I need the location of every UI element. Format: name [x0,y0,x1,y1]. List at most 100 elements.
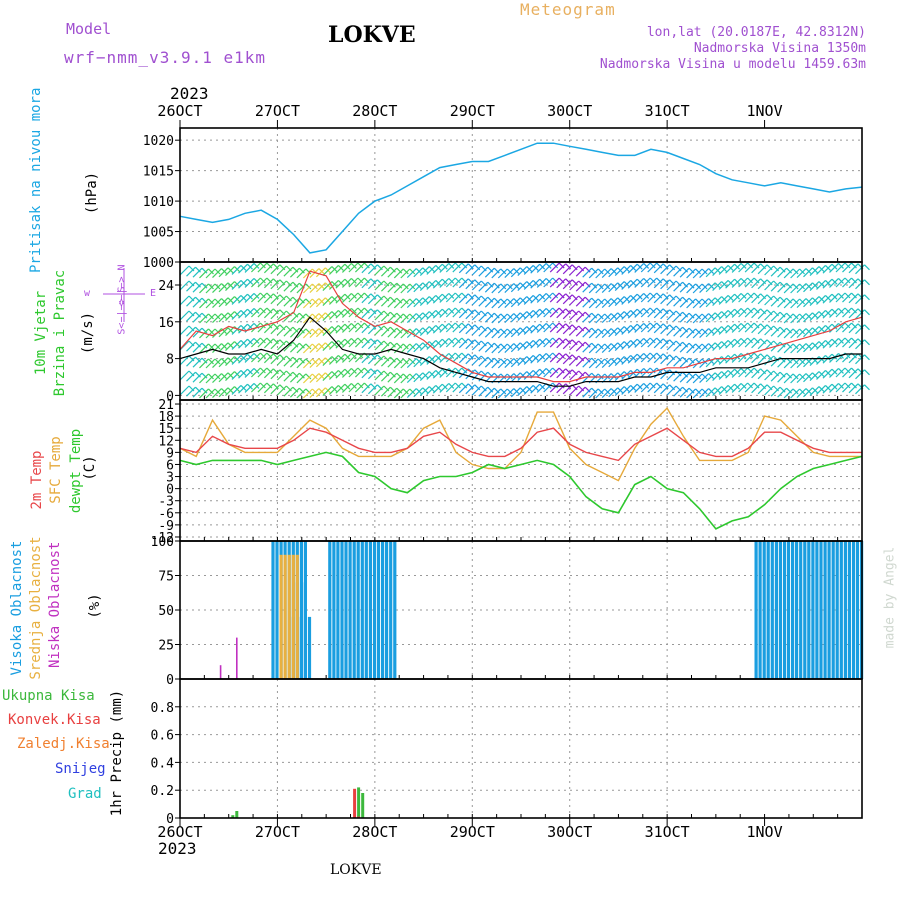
high-cloud-label: Visoka Oblacnost [9,540,25,676]
y-tick-label: -9 [158,519,174,534]
y-tick-label: 0 [166,483,174,498]
y-tick-label: 16 [158,316,174,331]
high-cloud-bar [795,541,799,679]
y-tick-label: 1020 [143,134,174,149]
y-tick-label: 0.8 [151,701,174,716]
bottom-day-label: 31OCT [645,823,690,841]
high-cloud-bar [839,541,843,679]
high-cloud-bar [385,541,389,679]
cloud-unit: (%) [87,593,103,619]
high-cloud-bar [758,541,762,679]
high-cloud-bar [754,541,758,679]
top-year: 2023 [170,84,209,103]
high-cloud-bar [803,541,807,679]
y-tick-label: -6 [158,507,174,522]
high-cloud-bar [299,616,303,679]
bottom-day-label: 28OCT [352,823,397,841]
high-cloud-bar [336,541,340,679]
model-name: wrf−nmm_v3.9.1 e1km [64,48,267,67]
wind-barb-field [179,262,870,399]
y-tick-label: 75 [158,570,174,585]
compass-e-label: E [150,288,157,299]
hail-label: Grad [68,786,102,802]
high-cloud-bar [389,541,393,679]
top-day-label: 30OCT [547,102,592,120]
y-tick-label: 0 [166,673,174,688]
temp2m-label: 2m Temp [29,450,45,510]
mid-cloud-bar [295,554,299,679]
low-cloud-bar [219,665,222,679]
panel-frame [179,127,863,263]
freeze-rain-label: Zaledj.Kisa [17,736,110,752]
y-tick-label: 3 [166,471,174,486]
station-title: LOKVE [328,22,416,48]
wind-unit: (m/s) [80,311,96,355]
mid-cloud-bar [279,554,283,679]
compass-s-label: S<−|−> S [116,286,128,335]
panel-frame [179,399,863,542]
high-cloud-bar [271,541,275,679]
mid-cloud-bar [287,554,291,679]
mid-cloud-label: Srednja Oblacnost [28,536,44,680]
high-cloud-bar [807,541,811,679]
y-tick-label: 9 [166,446,174,461]
high-cloud-bar [368,541,372,679]
top-day-label: 27OCT [255,102,300,120]
high-cloud-bar [356,541,360,679]
high-cloud-bar [762,541,766,679]
conv-rain-bar [353,788,357,818]
high-cloud-bar [782,541,787,679]
y-tick-label: -3 [158,495,174,510]
y-tick-label: 0 [166,812,174,827]
product-title: Meteogram [520,0,616,19]
snow-label: Snijeg [55,761,106,777]
high-cloud-bar [827,541,831,679]
top-day-label: 26OCT [157,102,202,120]
total-rain-label: Ukupna Kisa [2,688,95,704]
y-tick-label: 18 [158,410,174,425]
y-tick-label: -12 [151,531,174,546]
high-cloud-bar [303,582,307,679]
y-tick-label: 0 [166,389,174,404]
high-cloud-bar [799,541,803,679]
precip-unit: 1hr Precip (mm) [109,689,125,817]
total-rain-bar [357,787,361,818]
wind-title-2: Brzina i Pravac [52,269,68,397]
model-elevation-text: Nadmorska Visina u modelu 1459.63m [599,57,866,72]
wind-speed-line [179,316,862,387]
coords-text: lon,lat (20.0187E, 42.8312N) [646,25,866,40]
total-rain-bar [231,815,235,818]
sfc-temp-label: SFC Temp [48,436,64,504]
y-tick-label: 25 [158,639,174,654]
high-cloud-bar [307,616,312,679]
high-cloud-bar [360,541,364,679]
wind-gust-line [179,270,863,383]
bottom-day-label: 27OCT [255,823,300,841]
high-cloud-bar [791,541,795,679]
top-day-label: 29OCT [450,102,495,120]
high-cloud-bar [831,541,835,679]
y-tick-label: 0.2 [151,784,174,799]
temp-unit: (C) [82,455,98,481]
high-cloud-bar [275,541,279,679]
y-tick-label: 50 [158,604,174,619]
high-cloud-bar [299,541,303,679]
high-cloud-bar [774,541,778,679]
pressure-title: Pritisak na nivou mora [28,87,44,273]
high-cloud-bar [815,541,819,679]
elevation-text: Nadmorska Visina 1350m [693,41,866,56]
high-cloud-bar [344,541,348,679]
bottom-day-label: 29OCT [450,823,495,841]
conv-rain-label: Konvek.Kisa [8,712,101,728]
high-cloud-bar [364,541,368,679]
bottom-day-label: 1NOV [747,823,783,841]
top-day-label: 1NOV [747,102,783,120]
pressure-line [179,142,863,254]
credit-text: made by Angel [882,546,898,649]
low-cloud-label: Niska Oblacnost [47,541,63,668]
total-rain-bar [235,811,239,818]
high-cloud-bar [835,541,839,679]
y-tick-label: 1010 [143,195,174,210]
